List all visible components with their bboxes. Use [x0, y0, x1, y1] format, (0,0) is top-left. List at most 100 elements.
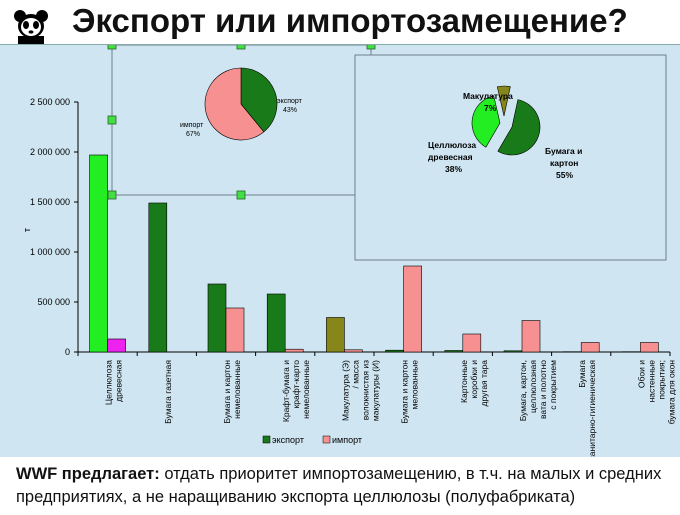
bar-export	[266, 293, 286, 353]
pie-value-import: 67%	[186, 131, 200, 138]
y-axis-label: т	[22, 228, 32, 232]
category-label: Бумага, картон,целлюлознаявата и полотно…	[518, 360, 558, 422]
pie-value-paper: 55%	[556, 170, 573, 180]
category-label-line: / масса	[350, 360, 360, 389]
category-label-line: макулатуры (И)	[370, 360, 380, 421]
pie-slice-macul	[496, 85, 511, 117]
category-label: Бумага газетная	[163, 360, 173, 424]
legend-label-import: импорт	[332, 435, 362, 445]
category-label-line: санитарно-гигиеническая	[587, 360, 597, 457]
pie-slice-import	[204, 67, 265, 141]
bar-import	[403, 265, 422, 353]
selection-handle	[236, 40, 246, 50]
selection-handle	[107, 115, 117, 125]
category-label-group: Бумага газетная	[163, 360, 173, 424]
pie-label-macul: Макулатура	[463, 91, 513, 101]
category-label-line: мелованные	[410, 360, 420, 410]
category-label-line: покрытия;	[656, 360, 666, 400]
pie-value-macul: 7%	[484, 103, 497, 113]
category-label-line: Макулатура (Э)	[340, 360, 350, 421]
bar-import	[107, 338, 126, 353]
category-label-group: Бумага и картоннемелованные	[222, 360, 242, 424]
bar-export	[444, 350, 464, 353]
y-tick-label: 2 500 000	[30, 97, 70, 107]
panda-logo-icon	[12, 8, 50, 44]
category-label-line: с покрытием	[548, 360, 558, 410]
category-label-group: Обои инастенныепокрытия;бумага для окон	[636, 360, 676, 425]
y-tick-label: 0	[65, 347, 70, 357]
category-label-group: Бумага, картон,целлюлознаявата и полотно…	[518, 360, 558, 422]
category-label-line: Бумага и картон	[400, 360, 410, 424]
category-label-line: древесная	[114, 360, 124, 402]
category-label-group: Целлюлозадревесная	[104, 360, 124, 406]
pie-label-pulp-1: Целлюлоза	[428, 140, 476, 150]
selection-handle	[107, 190, 117, 200]
bar-export	[326, 317, 345, 353]
y-tick-label: 1 000 000	[30, 247, 70, 257]
category-label-line: бумага для окон	[666, 360, 676, 425]
category-label: Крафт-бумага икрафт-картонемелованные	[281, 360, 311, 422]
bar-chart: 0 500 000 1 000 000 1 500 000 2 000 000 2 500…	[22, 40, 676, 461]
bar-export	[503, 350, 523, 353]
selection-handle	[366, 40, 376, 50]
category-label-line: другая тара	[479, 360, 489, 407]
category-label: Бумага и картоннемелованные	[222, 360, 242, 424]
bar-export	[89, 154, 108, 353]
category-label-line: немелованные	[301, 360, 311, 419]
category-label-line: коробки и	[469, 360, 479, 399]
pie-label-import: импорт	[180, 122, 204, 129]
category-label: Бумага и картонмелованные	[400, 360, 420, 424]
category-label: Картонныекоробки идругая тара	[459, 360, 489, 407]
selection-handle	[107, 40, 117, 50]
legend-label-export: экспорт	[272, 435, 304, 445]
y-tick-label: 500 000	[37, 297, 70, 307]
category-label-line: Бумага газетная	[163, 360, 173, 424]
category-label: Обои инастенныепокрытия;бумага для окон	[636, 360, 676, 425]
category-label-line: крафт-карто	[291, 360, 301, 409]
legend-swatch-import	[322, 435, 331, 444]
pie-value-pulp: 38%	[445, 164, 462, 174]
category-label-line: Бумага и картон	[222, 360, 232, 424]
bar-import	[225, 307, 245, 353]
pie-label-paper-2: картон	[550, 158, 578, 168]
footer: WWF предлагает: отдать приоритет импорто…	[0, 457, 680, 515]
pie-slice-export	[240, 67, 278, 133]
pie-slice-pulp	[471, 95, 501, 148]
category-label-line: вата и полотно	[538, 360, 548, 419]
bar-import	[521, 320, 541, 353]
y-tick-label: 2 000 000	[30, 147, 70, 157]
pie-inset-frame-2	[354, 54, 667, 261]
pie-inset-export-import: экспорт 43% импорт 67%	[107, 40, 376, 200]
category-label-group: Макулатура (Э)/ массаволокнистая измакул…	[340, 360, 380, 421]
category-label-group: Бумага и картонмелованные	[400, 360, 420, 424]
pie-label-export: экспорт	[277, 98, 303, 105]
y-tick-label: 1 500 000	[30, 197, 70, 207]
category-label-group: Крафт-бумага икрафт-картонемелованные	[281, 360, 311, 422]
category-label-line: Обои и	[636, 360, 646, 388]
chart-area: 0 500 000 1 000 000 1 500 000 2 000 000 2 500…	[0, 40, 680, 461]
category-label-line: волокнистая из	[360, 360, 370, 420]
category-label-line: Крафт-бумага и	[281, 360, 291, 422]
bar-export	[207, 283, 227, 353]
footer-text: WWF предлагает: отдать приоритет импорто…	[16, 463, 672, 509]
category-label-line: Целлюлоза	[104, 360, 114, 405]
category-label-line: Картонные	[459, 360, 469, 403]
category-label-line: Бумага, картон,	[518, 360, 528, 421]
pie-slice-paper	[497, 99, 541, 156]
pie-label-paper-1: Бумага и	[545, 146, 582, 156]
bar-export	[148, 202, 168, 353]
bar-import	[640, 342, 659, 353]
bar-import	[284, 348, 304, 353]
category-label-line: Бумага	[577, 360, 587, 388]
bar-import	[344, 349, 363, 353]
category-label-line: настенные	[646, 360, 656, 403]
category-label-group: Бумагасанитарно-гигиеническая	[577, 360, 597, 461]
footer-lead: WWF предлагает:	[16, 465, 160, 483]
bar-import	[580, 342, 600, 353]
category-label: Бумагасанитарно-гигиеническая	[577, 360, 597, 457]
category-label-line: целлюлозная	[528, 360, 538, 413]
bar-export	[385, 349, 404, 353]
category-label: Макулатура (Э)/ массаволокнистая измакул…	[340, 360, 380, 421]
pie-inset-materials: Макулатура 7% Бумага и картон 55% Целлюлоза др…	[354, 54, 667, 261]
bar-import	[462, 333, 482, 353]
